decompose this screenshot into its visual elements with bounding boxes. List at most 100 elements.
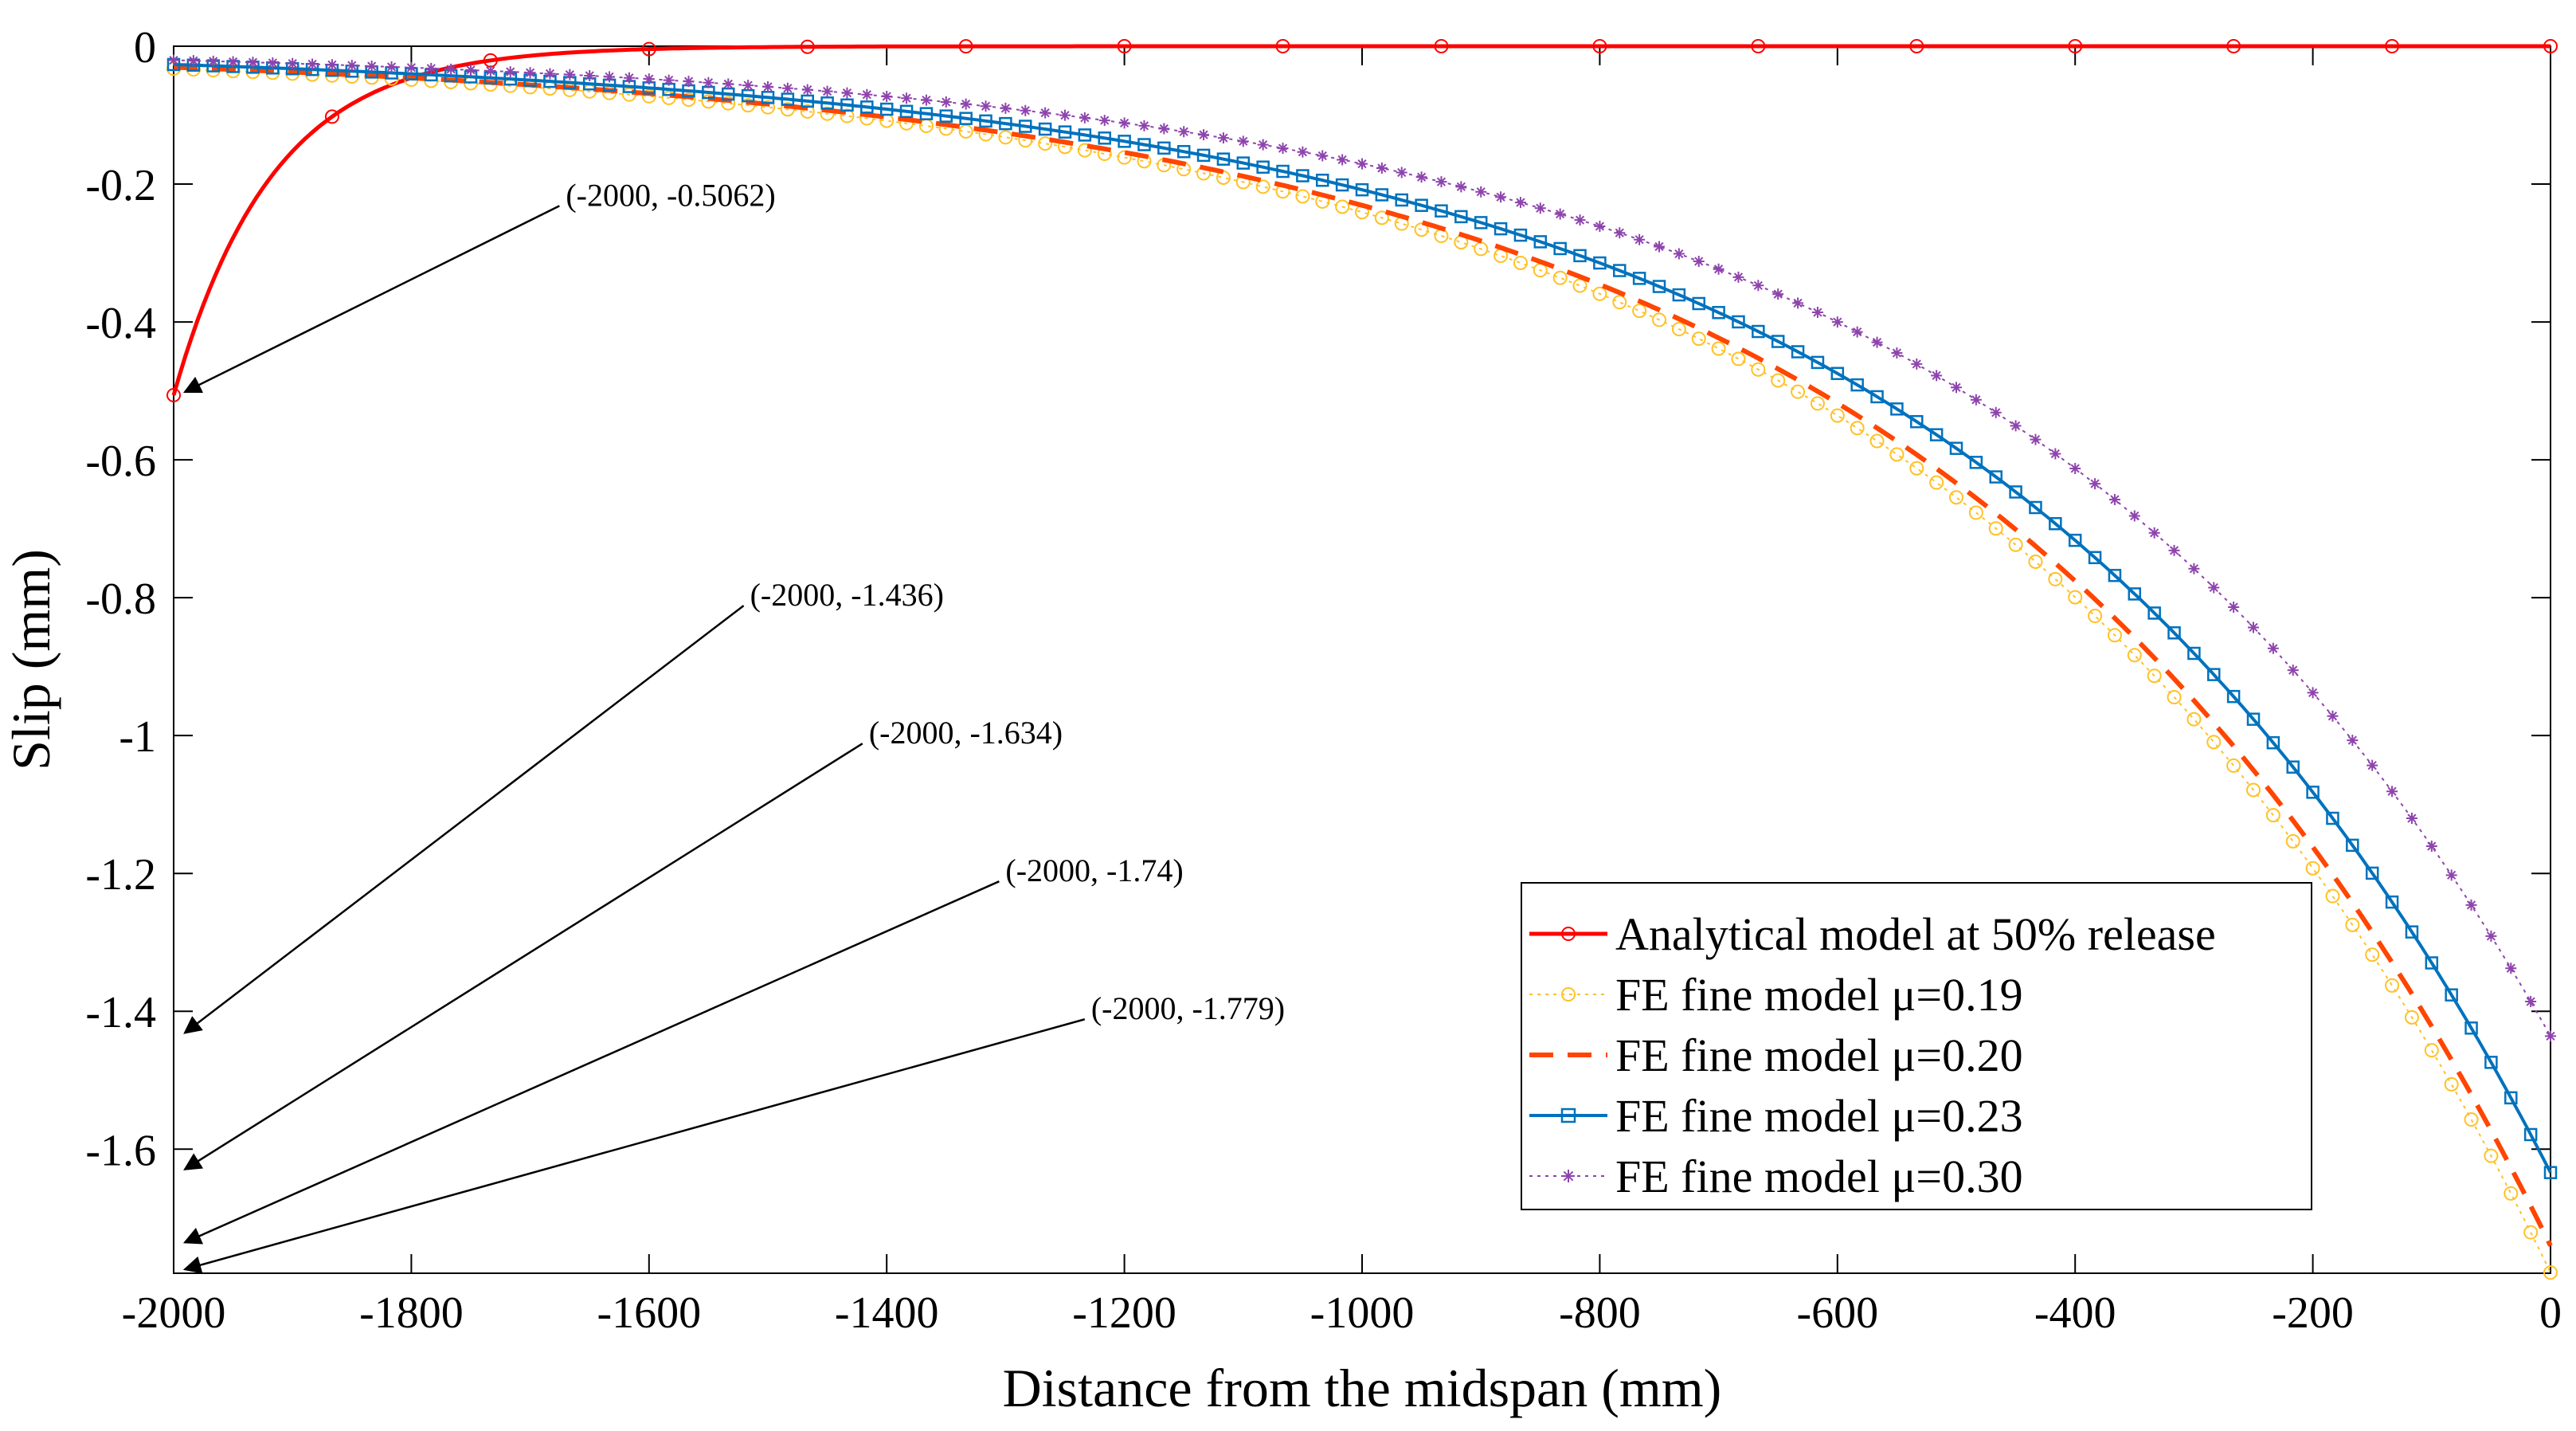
data-point [920,94,932,106]
data-point [800,39,815,54]
data-point [1988,521,2003,536]
data-point [1196,148,1211,163]
y-tick-label: -1 [119,712,156,762]
data-point [207,55,219,67]
data-point [1435,176,1447,188]
data-point [841,87,853,99]
data-point [1374,210,1389,225]
data-point [1058,125,1072,139]
data-point [267,57,279,69]
data-point [1572,278,1587,293]
data-point [1256,160,1270,174]
data-point [1000,102,1012,114]
x-tick-label: -1600 [597,1288,701,1338]
data-point [1989,470,2002,484]
legend-entry: FE fine model μ=0.20 [1529,1029,2023,1081]
annotation-label: (-2000, -1.634) [869,715,1063,751]
annotation-label: (-2000, -1.74) [1005,853,1183,888]
data-point [2345,917,2360,932]
data-point [1732,315,1745,329]
data-point [564,69,576,80]
data-point [1632,304,1647,319]
data-point [2128,510,2140,522]
data-point [2347,735,2359,747]
y-tick-label: 0 [134,23,156,73]
series-4 [168,54,2556,1042]
data-point [386,61,397,73]
data-point [2088,551,2102,565]
data-point [2246,782,2261,798]
data-point [1217,132,1229,144]
data-point [1137,138,1151,151]
data-point [1316,173,1329,187]
data-point [1118,117,1130,129]
data-point [1513,228,1528,242]
data-point [1634,233,1646,245]
data-point [1533,235,1548,249]
data-point [524,67,536,79]
data-point [2424,1043,2439,1058]
axis-ticks: -2000 -1800 -1600 -1400 -1200 -1000 -800 -600 -4… [85,23,2562,1338]
data-point [2326,811,2339,825]
data-point [2187,646,2201,661]
data-point [881,90,893,102]
legend-entry: Analytical model at 50% release [1529,908,2216,960]
data-point [2226,689,2241,704]
legend-entry: FE fine model μ=0.19 [1529,969,2023,1021]
data-point [999,116,1012,131]
data-point [2088,609,2103,624]
data-point [1255,179,1270,194]
series-3 [166,57,2558,1179]
data-point [1613,264,1627,277]
data-point [2505,962,2517,974]
data-point [2208,582,2220,594]
data-point [2464,1112,2479,1127]
data-point [1059,109,1071,121]
data-point [2465,899,2477,911]
data-point [2525,996,2537,1008]
data-point [1098,131,1111,145]
data-point [683,76,695,88]
data-point [1020,104,1032,116]
data-point [1178,126,1190,138]
series-0 [166,39,2558,402]
data-point [1752,280,1764,292]
legend-label: FE fine model μ=0.30 [1615,1151,2023,1202]
data-point [2029,500,2042,515]
data-point [2346,838,2359,853]
data-point [623,72,635,84]
legend-label: FE fine model μ=0.19 [1615,969,2023,1021]
data-point [2089,478,2101,490]
legend-marker [1561,927,1576,941]
data-point [1870,390,1884,404]
data-point [1415,171,1427,183]
series-layer [166,39,2558,1280]
data-point [1771,373,1786,388]
data-point [604,71,616,83]
data-point [2444,1076,2459,1092]
data-point [1158,123,1170,135]
x-tick-label: -800 [1559,1288,1641,1338]
y-tick-label: -0.8 [85,574,156,624]
data-point [998,130,1013,145]
annotation-layer: (-2000, -0.5062) (-2000, -1.436) (-2000, -… [182,177,1285,1274]
data-point [1157,141,1171,155]
data-point [1791,384,1806,399]
data-point [2405,925,2419,939]
legend: Analytical model at 50% release FE fine m… [1521,882,2312,1210]
data-point [1990,406,2002,418]
y-tick-label: -0.4 [85,299,156,348]
data-point [980,100,992,112]
data-point [1176,145,1191,159]
data-point [504,66,516,78]
data-point [2207,668,2221,681]
data-point [2186,712,2202,727]
data-point [1257,139,1269,151]
data-point [2523,1127,2538,1142]
data-point [821,85,833,97]
data-point [1772,288,1784,300]
data-point [721,96,736,111]
data-point [1969,456,1983,469]
data-point [1614,227,1626,239]
data-point [2265,808,2280,823]
